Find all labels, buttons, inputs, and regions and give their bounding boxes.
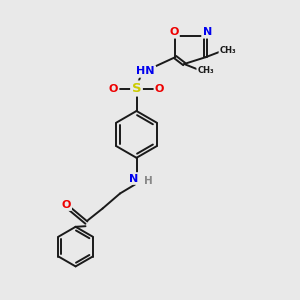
Text: O: O — [169, 27, 178, 37]
Text: S: S — [132, 82, 141, 95]
Text: N: N — [130, 173, 139, 184]
Text: O: O — [109, 83, 118, 94]
Text: HN: HN — [136, 66, 155, 76]
Text: CH₃: CH₃ — [197, 66, 214, 75]
Text: N: N — [202, 27, 212, 37]
Text: O: O — [155, 83, 164, 94]
Text: O: O — [61, 200, 71, 210]
Text: H: H — [143, 176, 152, 187]
Text: CH₃: CH₃ — [220, 46, 236, 55]
